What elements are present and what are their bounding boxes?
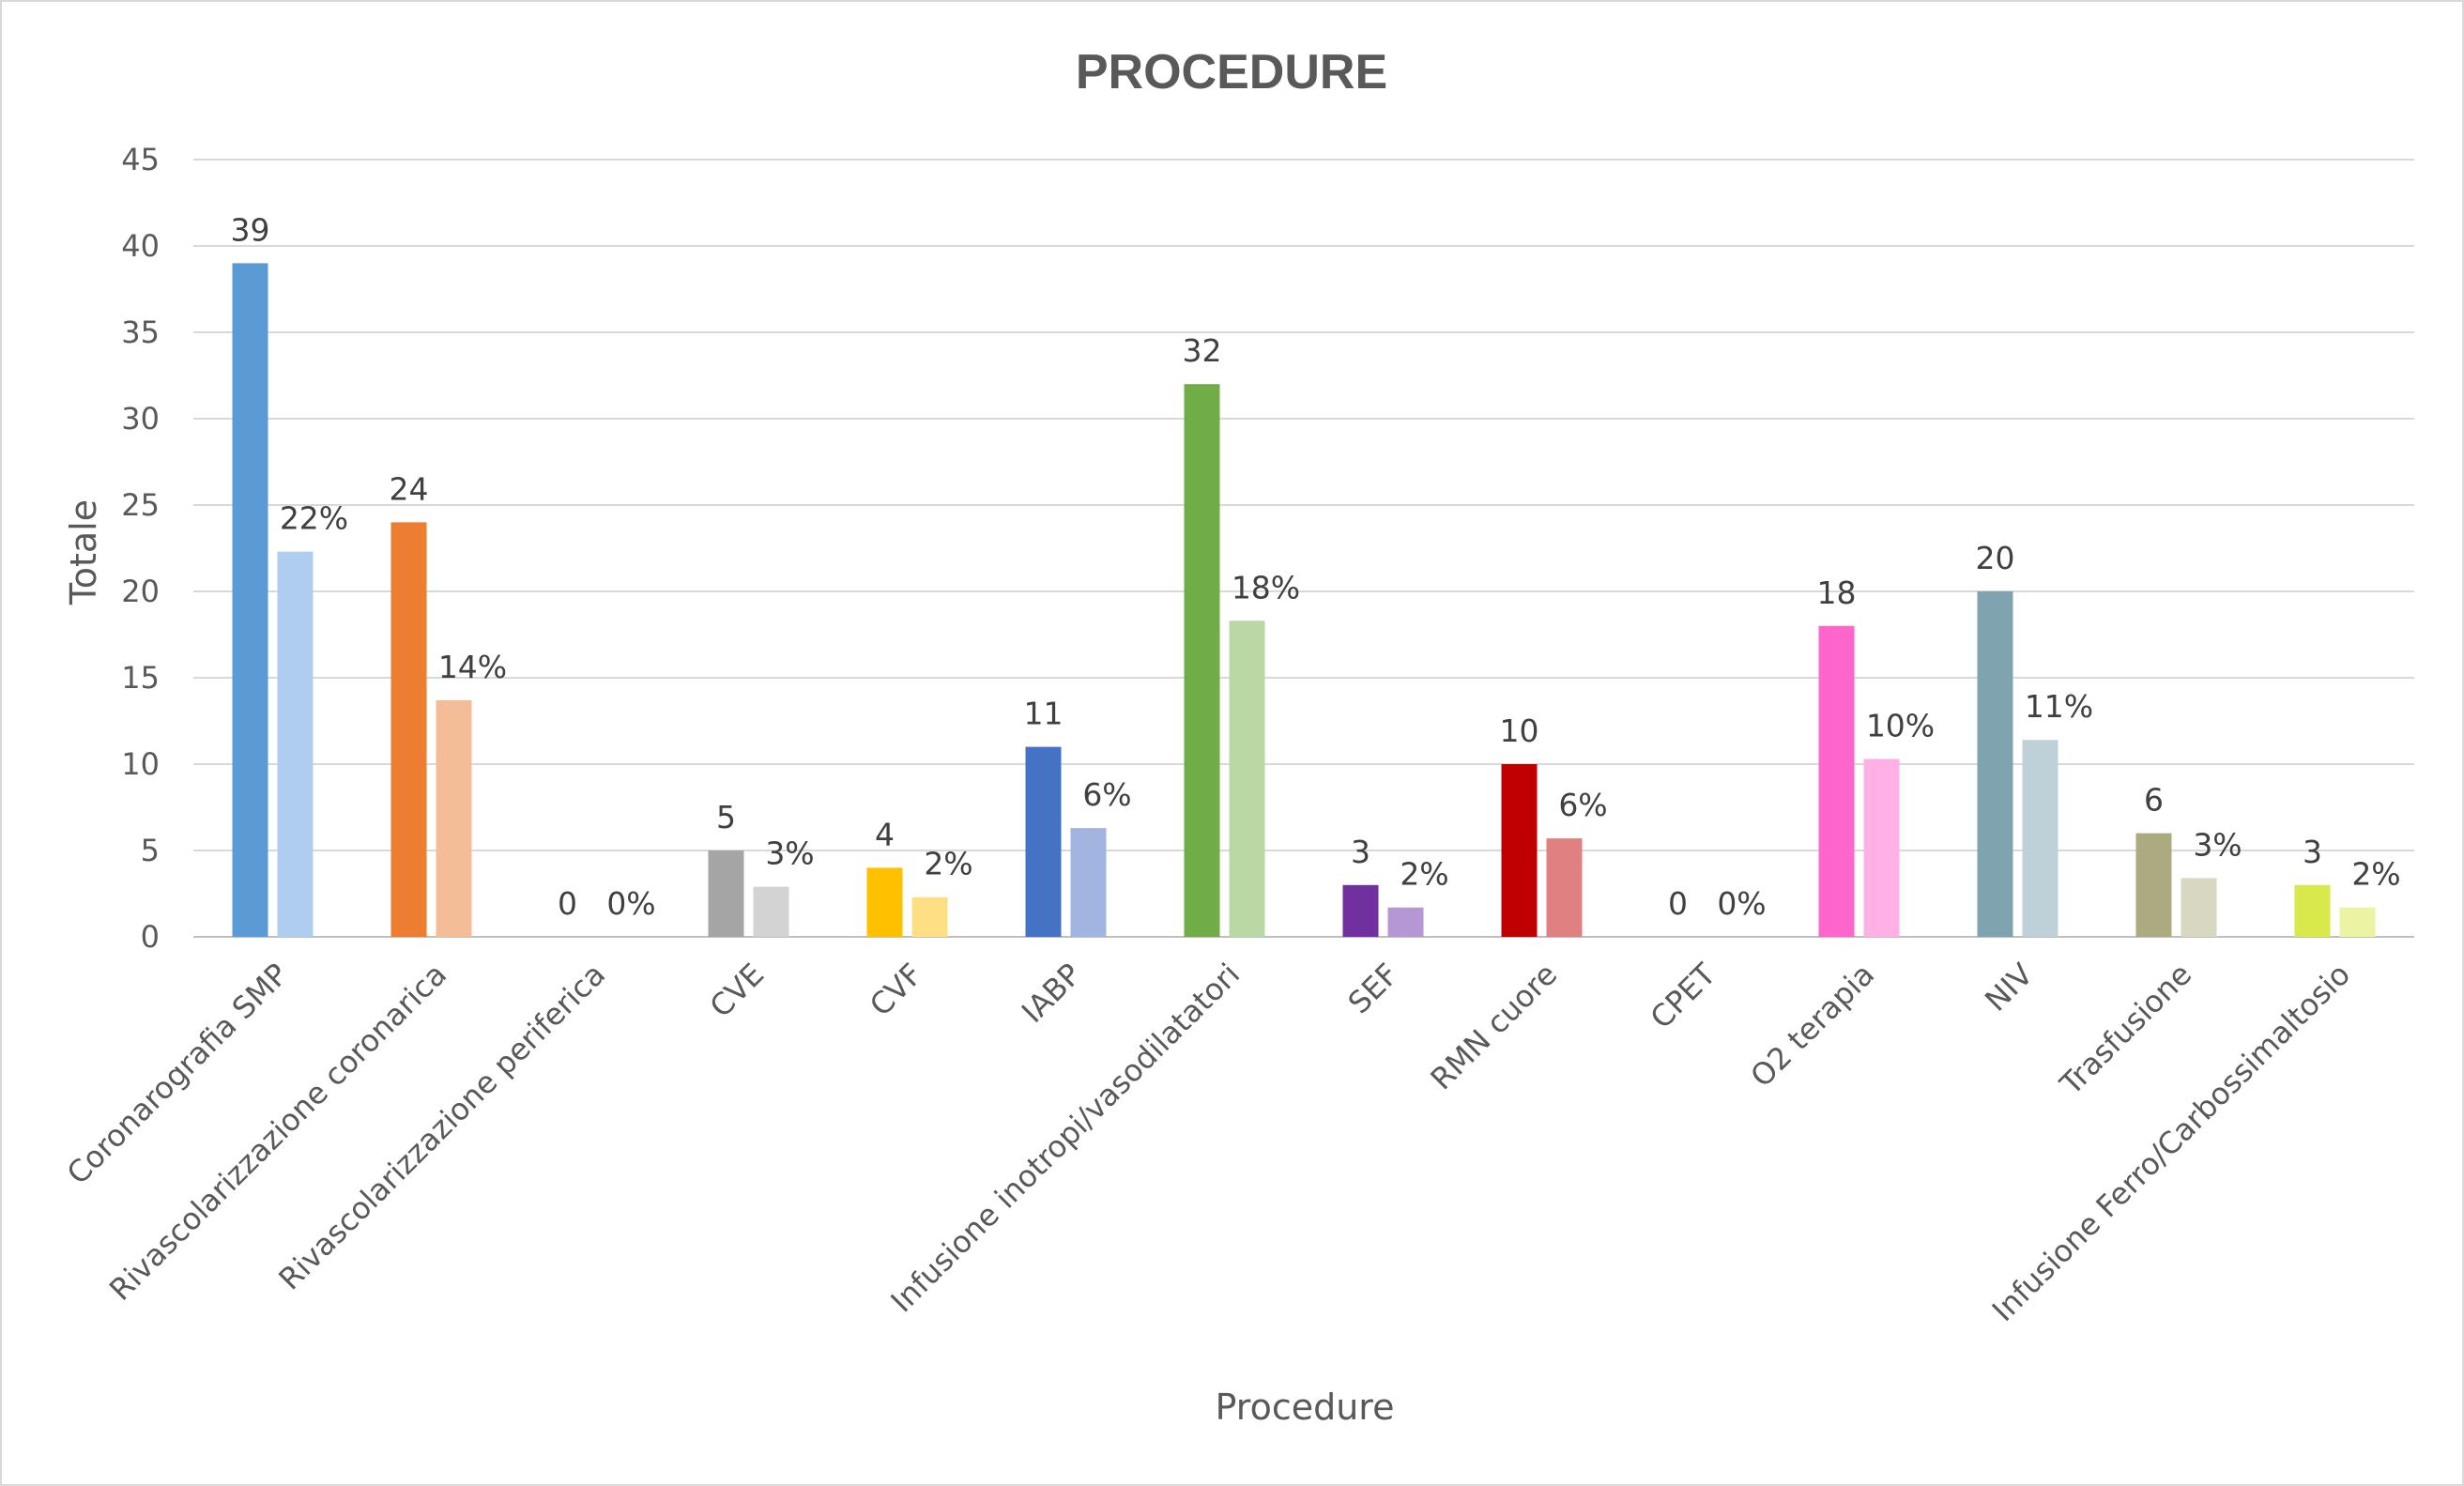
category-label: CPET	[1644, 956, 1723, 1035]
bar-percent	[1863, 758, 1900, 937]
data-label-percent: 3%	[765, 835, 814, 872]
category-label: RMN cuore	[1424, 957, 1565, 1097]
category-label: CVE	[703, 957, 771, 1024]
y-tick-label: 25	[121, 487, 160, 523]
bar-count	[1342, 884, 1379, 937]
y-tick-label: 20	[121, 574, 160, 609]
y-tick-label: 40	[121, 228, 160, 264]
y-tick-label: 35	[121, 314, 160, 350]
bar-percent	[1546, 838, 1583, 937]
data-label-percent: 0%	[606, 885, 655, 922]
y-tick-label: 10	[121, 746, 160, 782]
y-tick-label: 30	[121, 401, 160, 437]
bar-count	[232, 263, 268, 937]
bar-count	[2294, 884, 2331, 937]
data-labels: 39 22% 24 14% 0 0% 5 3% 4 2% 11 6% 32 18% 3 2% 10 6% 0 0% 18…	[231, 211, 2401, 922]
y-axis-ticks: 0 5 10 15 20 25 30 35 40 45	[121, 142, 160, 955]
data-label-count: 0	[558, 885, 577, 922]
data-label-count: 39	[231, 211, 270, 248]
data-label-percent: 10%	[1866, 707, 1935, 743]
data-label-count: 24	[390, 470, 429, 507]
y-tick-label: 5	[141, 833, 160, 868]
data-label-percent: 2%	[1400, 856, 1448, 893]
bar-count	[1977, 591, 2013, 937]
gridlines	[193, 159, 2414, 938]
data-label-count: 11	[1024, 696, 1064, 732]
category-label: Infusione inotropi/vasodilatatori	[884, 957, 1247, 1320]
bar-percent	[1387, 907, 1424, 937]
y-tick-label: 0	[141, 919, 160, 955]
bar-percent	[2339, 907, 2376, 937]
bar-count	[2135, 833, 2172, 937]
category-label: Infusione Ferro/Carbossimaltosio	[1985, 957, 2357, 1328]
data-label-percent: 2%	[924, 846, 972, 882]
data-label-percent: 0%	[1717, 885, 1766, 922]
category-label: CVF	[863, 957, 929, 1023]
category-label: Trasfusione	[2053, 957, 2199, 1103]
bar-count	[708, 850, 744, 937]
y-tick-label: 15	[121, 660, 160, 696]
data-label-count: 5	[716, 799, 736, 835]
y-tick-label: 45	[121, 142, 160, 177]
category-label: Rivascolarizzazione periferica	[271, 957, 612, 1297]
category-label: O2 terapia	[1743, 957, 1881, 1095]
data-label-percent: 3%	[2193, 826, 2242, 863]
category-label: NIV	[1978, 957, 2040, 1019]
data-label-count: 18	[1817, 574, 1857, 611]
bar-count	[1184, 384, 1220, 937]
bars	[232, 263, 2376, 937]
data-label-count: 10	[1500, 712, 1539, 749]
data-label-percent: 6%	[1082, 776, 1131, 813]
data-label-count: 4	[875, 816, 895, 852]
bar-count	[1025, 746, 1062, 937]
bar-percent	[436, 699, 472, 937]
data-label-count: 20	[1976, 540, 2015, 576]
chart-title: PROCEDURE	[1076, 45, 1387, 100]
data-label-percent: 22%	[280, 500, 348, 537]
bar-percent	[277, 551, 314, 937]
bar-percent	[2181, 878, 2217, 937]
bar-percent	[911, 896, 948, 937]
data-label-percent: 18%	[1232, 569, 1300, 605]
bar-count	[390, 522, 427, 937]
data-label-percent: 2%	[2351, 856, 2400, 893]
data-label-count: 3	[1351, 834, 1370, 870]
bar-percent	[1070, 828, 1107, 937]
data-label-count: 0	[1668, 885, 1688, 922]
bar-percent	[2022, 740, 2058, 937]
data-label-count: 6	[2144, 782, 2164, 819]
data-label-percent: 11%	[2025, 688, 2093, 725]
category-label: IABP	[1015, 957, 1088, 1030]
category-label: Rivascolarizzazione coronarica	[102, 957, 453, 1308]
bar-percent	[1229, 620, 1265, 937]
data-label-percent: 14%	[438, 649, 507, 685]
data-label-count: 3	[2303, 834, 2322, 870]
bar-count	[866, 867, 903, 937]
bar-percent	[753, 886, 789, 937]
data-label-count: 32	[1183, 332, 1222, 369]
y-axis-title: Totale	[63, 499, 104, 605]
data-label-percent: 6%	[1558, 787, 1607, 823]
x-axis-title: Procedure	[1216, 1386, 1395, 1428]
category-label: SEF	[1341, 957, 1406, 1021]
bar-count	[1501, 764, 1538, 937]
bar-count	[1818, 625, 1855, 937]
